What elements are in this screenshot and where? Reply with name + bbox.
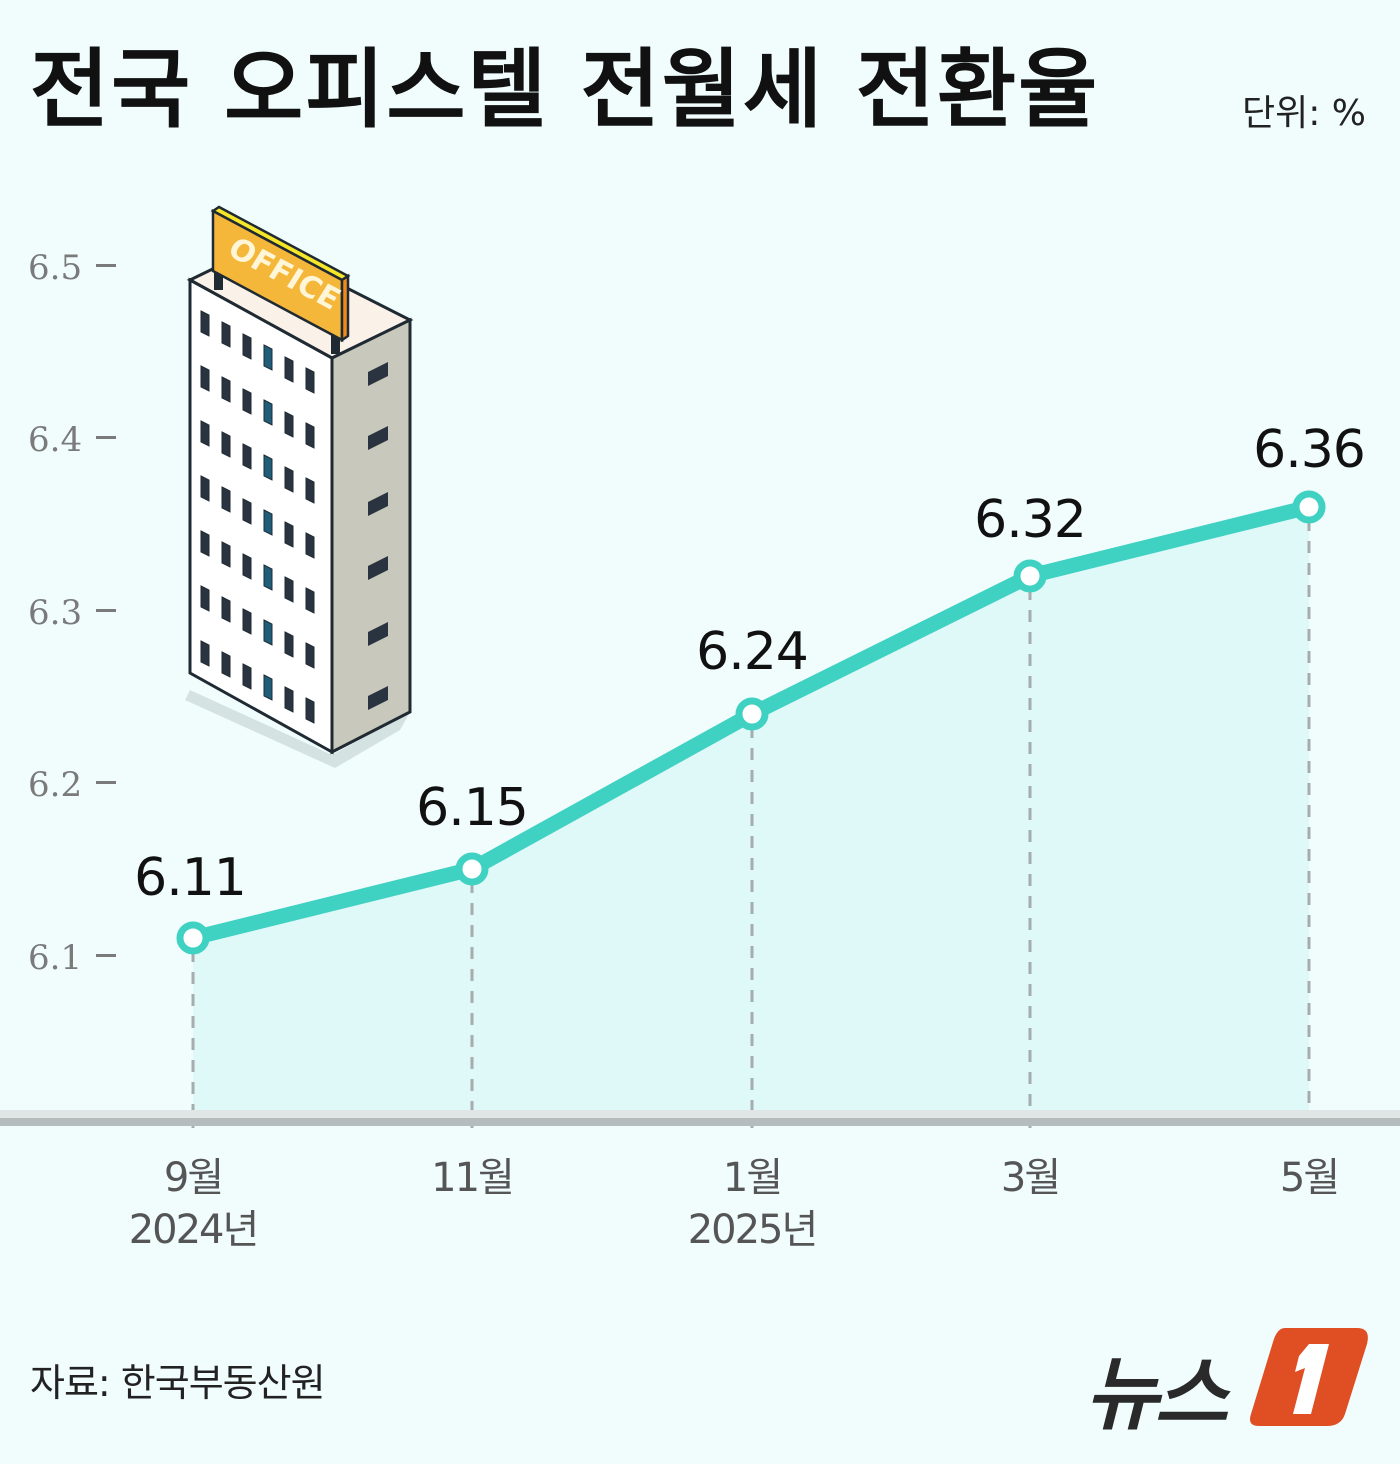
data-label: 6.36 [1253, 420, 1366, 480]
y-tick-mark [96, 781, 116, 784]
drop-lines [191, 519, 1311, 1128]
y-tick-label: 6.5 [28, 248, 83, 288]
y-tick-mark [96, 954, 116, 957]
source-note: 자료: 한국부동산원 [30, 1361, 326, 1405]
y-tick-label: 6.2 [28, 765, 83, 805]
x-axis-label: 9월 2024년 [128, 1155, 260, 1253]
y-tick-label: 6.1 [28, 938, 83, 978]
y-tick-mark [96, 609, 116, 612]
y-tick-mark [96, 436, 116, 439]
data-label: 6.32 [974, 490, 1087, 550]
news1-logo: 뉴스 [1085, 1322, 1375, 1441]
chart-title: 전국 오피스텔 전월세 전환율 [30, 40, 1100, 140]
x-axis-label: 1월 2025년 [687, 1155, 819, 1253]
y-tick-label: 6.3 [28, 593, 83, 633]
y-tick-mark [96, 264, 116, 267]
y-tick-label: 6.4 [28, 420, 83, 460]
data-label: 6.11 [134, 848, 247, 908]
logo-one-icon [1250, 1328, 1368, 1426]
x-axis-label: 5월 [1279, 1155, 1340, 1201]
office-building-illustration: OFFICE [185, 205, 414, 768]
data-label: 6.15 [416, 778, 529, 838]
logo-text: 뉴스 [1085, 1348, 1228, 1441]
x-axis-label: 3월 [1000, 1155, 1061, 1201]
x-axis-label: 11월 [431, 1155, 515, 1201]
data-markers [176, 490, 1326, 955]
unit-label: 단위: % [1241, 93, 1366, 134]
x-axis-baseline [0, 1118, 1400, 1126]
data-label: 6.24 [696, 622, 809, 682]
